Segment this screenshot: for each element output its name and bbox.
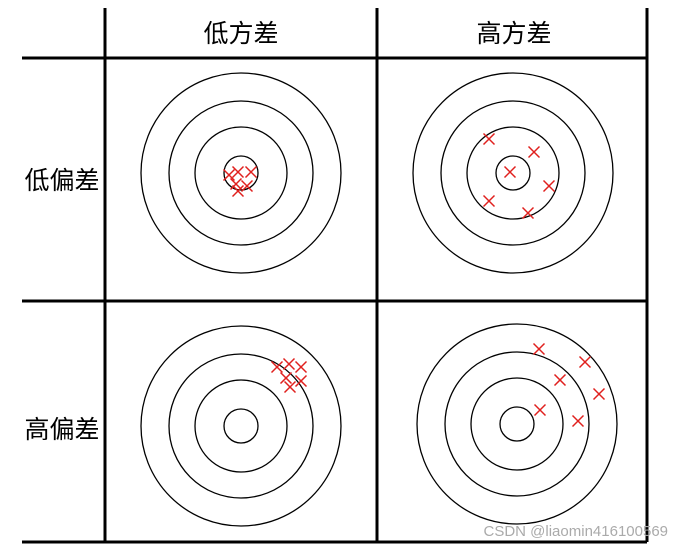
- target-ring-4: [223, 408, 259, 444]
- target-ring-3: [194, 126, 288, 220]
- target-ring-4: [499, 406, 535, 442]
- target-ring-1: [140, 325, 342, 527]
- hit-marker-6: [571, 414, 585, 428]
- target-ring-2: [444, 351, 590, 497]
- target-ring-4: [495, 155, 531, 191]
- target-ring-2: [168, 353, 314, 499]
- hit-marker-2: [282, 357, 296, 371]
- hit-marker-3: [229, 177, 243, 191]
- column-header-low-variance: 低方差: [203, 19, 278, 48]
- hit-marker-5: [283, 380, 297, 394]
- target-ring-2: [168, 100, 314, 246]
- hit-marker-6: [521, 206, 535, 220]
- target-low-bias-high-variance: [412, 72, 614, 274]
- hit-marker-3: [503, 165, 517, 179]
- hit-marker-3: [279, 371, 293, 385]
- hit-marker-1: [482, 132, 496, 146]
- grid: [22, 8, 649, 544]
- target-ring-1: [416, 323, 618, 525]
- hit-marker-1: [270, 360, 284, 374]
- target-ring-3: [470, 377, 564, 471]
- hit-marker-4: [542, 179, 556, 193]
- row-header-low-bias: 低偏差: [24, 166, 99, 195]
- target-ring-1: [140, 72, 342, 274]
- hit-marker-5: [533, 403, 547, 417]
- target-ring-1: [412, 72, 614, 274]
- hit-marker-4: [592, 387, 606, 401]
- target-ring-3: [466, 126, 560, 220]
- target-low-bias-low-variance: [140, 72, 342, 274]
- hit-marker-2: [244, 165, 258, 179]
- hit-marker-1: [532, 342, 546, 356]
- hit-marker-4: [294, 360, 308, 374]
- hit-marker-5: [482, 194, 496, 208]
- hit-marker-1: [231, 165, 245, 179]
- targets: [140, 72, 618, 527]
- hit-marker-3: [553, 373, 567, 387]
- column-header-high-variance: 高方差: [476, 19, 551, 48]
- target-ring-3: [194, 379, 288, 473]
- hit-marker-2: [578, 355, 592, 369]
- hit-marker-6: [231, 184, 245, 198]
- target-high-bias-low-variance: [140, 325, 342, 527]
- hit-marker-6: [294, 374, 308, 388]
- hit-marker-5: [222, 168, 236, 182]
- row-header-high-bias: 高偏差: [24, 415, 99, 444]
- hit-marker-2: [527, 145, 541, 159]
- watermark: CSDN @liaomin416100569: [484, 523, 669, 540]
- target-ring-2: [440, 100, 586, 246]
- target-high-bias-high-variance: [416, 323, 618, 525]
- hit-marker-4: [240, 179, 254, 193]
